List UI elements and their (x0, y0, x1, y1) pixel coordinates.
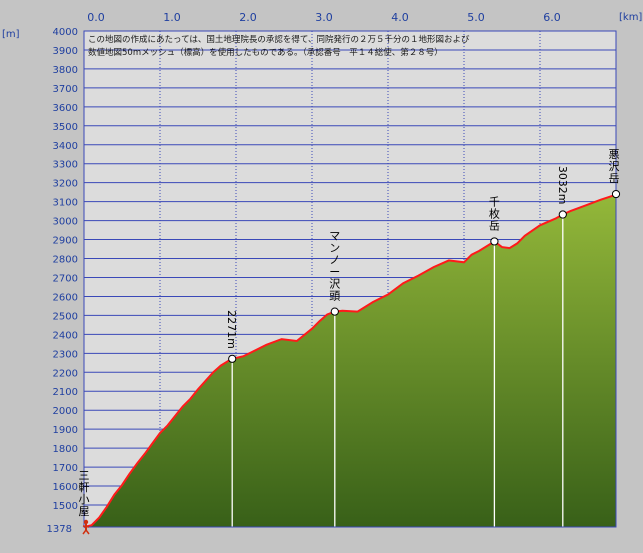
elevation-area (84, 194, 616, 527)
y-tick-label: 4000 (53, 27, 78, 38)
x-tick-label: 5.0 (467, 11, 485, 24)
y-tick-label: 2300 (53, 349, 78, 360)
x-tick-label: 6.0 (543, 11, 561, 24)
y-axis-unit: [m] (2, 29, 20, 40)
waypoint-label-char: 岳 (609, 172, 620, 185)
x-tick-label: 4.0 (391, 11, 409, 24)
waypoint-marker (611, 189, 621, 199)
waypoint-label-char: ン (329, 242, 340, 255)
waypoint-label-text: 3032m (556, 166, 569, 205)
y-tick-label: 2500 (53, 311, 78, 322)
y-tick-label: 3200 (53, 179, 78, 190)
y-tick-label: 2200 (53, 368, 78, 379)
waypoint-label-char: ノ (329, 254, 340, 267)
y-tick-label: 2400 (53, 330, 78, 341)
map-approval-note: この地図の作成にあたっては、国土地理院長の承認を得て、同院発行の２万５千分の１地… (88, 34, 470, 58)
waypoint-label-char: 枚 (489, 206, 500, 220)
waypoint-label: 2271m (225, 310, 238, 349)
y-tick-label: 3900 (53, 46, 78, 57)
y-tick-label: 3700 (53, 84, 78, 95)
y-axis-tick-labels: 4000 3900 3800 3700 3600 3500 3400 3300 3200 3100… (47, 27, 78, 535)
waypoint-label-char: 岳 (489, 219, 500, 232)
y-tick-label: 1500 (53, 501, 78, 512)
y-tick-label: 2100 (53, 387, 78, 398)
waypoint-label: 悪沢岳 (609, 148, 620, 185)
waypoint-marker (558, 210, 567, 219)
elevation-profile-line (83, 193, 617, 528)
y-tick-label: 3100 (53, 198, 78, 209)
waypoint-label-char: ー (329, 266, 340, 279)
y-tick-label-start: 1378 (47, 524, 72, 535)
y-tick-label: 2000 (53, 406, 78, 417)
x-tick-label: 1.0 (163, 11, 181, 24)
note-line-2: 数値地図50mメッシュ（標高）を使用したものである。（承認番号 平１４総使、第２… (88, 47, 443, 58)
y-tick-label: 3400 (53, 141, 78, 152)
y-tick-label: 2700 (53, 273, 78, 284)
waypoint-label-char: 悪 (609, 148, 620, 161)
waypoint-marker (490, 237, 499, 246)
y-tick-label: 1800 (53, 444, 78, 455)
waypoint-label-char: 沢 (609, 159, 620, 173)
waypoint-label: 3032m (556, 166, 569, 205)
waypoint-label-char: 軒 (79, 481, 90, 494)
hiker-icon (82, 519, 90, 535)
waypoint-drop-lines (231, 214, 564, 527)
y-tick-label: 3000 (53, 217, 78, 228)
note-line-1: この地図の作成にあたっては、国土地理院長の承認を得て、同院発行の２万５千分の１地… (88, 34, 470, 45)
y-tick-label: 3300 (53, 160, 78, 171)
waypoint-label-char: 頭 (329, 290, 340, 303)
waypoint-label-char: 小 (79, 493, 90, 506)
y-tick-label: 1700 (53, 463, 78, 474)
waypoint-label: 千枚岳 (489, 195, 500, 232)
x-axis-unit: [km] (619, 12, 642, 23)
waypoint-label-char: 屋 (79, 505, 90, 518)
waypoint-marker (330, 307, 339, 316)
y-tick-label: 2800 (53, 255, 78, 266)
waypoint-label-char: 三 (79, 469, 90, 482)
y-tick-label: 3600 (53, 103, 78, 114)
waypoint-label-char: 千 (489, 195, 500, 208)
x-tick-label: 2.0 (239, 11, 257, 24)
y-tick-label: 1600 (53, 482, 78, 493)
y-tick-label: 3800 (53, 65, 78, 76)
y-tick-label: 1900 (53, 425, 78, 436)
waypoint-marker (228, 354, 237, 363)
x-tick-label: 3.0 (315, 11, 333, 24)
waypoint-label-char: マ (329, 230, 340, 243)
plot-frame (83, 30, 617, 528)
y-tick-label: 2600 (53, 292, 78, 303)
x-axis-tick-labels: 0.0 1.0 2.0 3.0 4.0 5.0 6.0 (87, 11, 561, 24)
y-tick-label: 2900 (53, 236, 78, 247)
waypoint-label-char: 沢 (329, 277, 340, 291)
x-tick-label: 0.0 (87, 11, 105, 24)
waypoint-label-text: 2271m (225, 310, 238, 349)
y-tick-label: 3500 (53, 122, 78, 133)
